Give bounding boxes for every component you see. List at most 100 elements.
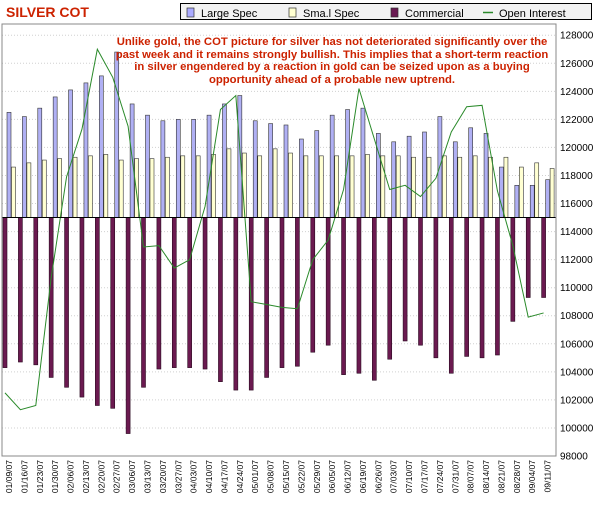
bar-large-spec <box>252 120 258 218</box>
bar-large-spec <box>514 184 520 218</box>
bar-commercial <box>433 217 439 359</box>
x-tick-label: 08/21/07 <box>496 460 506 493</box>
bar-small-spec <box>380 155 386 218</box>
legend-label: Large Spec <box>201 8 258 20</box>
y-tick-label: 106000 <box>560 339 594 350</box>
bar-large-spec <box>160 120 166 218</box>
x-axis-labels: 01/09/07 01/16/07 01/23/07 01/30/07 02/06/07… <box>4 460 553 493</box>
x-tick-label: 02/20/07 <box>96 460 106 493</box>
bar-commercial <box>464 217 469 357</box>
bar-commercial <box>110 217 116 409</box>
bar-large-spec <box>299 138 304 218</box>
x-tick-label: 09/04/07 <box>527 460 537 493</box>
x-tick-label: 08/14/07 <box>481 460 491 493</box>
bar-small-spec <box>195 155 201 218</box>
x-tick-label: 02/06/07 <box>66 460 76 493</box>
bar-commercial <box>372 217 377 381</box>
bar-commercial <box>387 217 393 360</box>
y-axis-labels: 98000 100000 102000 104000 106000 108000 11000… <box>560 31 594 463</box>
y-tick-label: 122000 <box>560 115 594 126</box>
y-tick-label: 120000 <box>560 143 594 154</box>
bar-small-spec <box>41 159 47 218</box>
bar-commercial <box>233 217 239 391</box>
bar-commercial <box>156 217 162 370</box>
y-tick-label: 128000 <box>560 31 594 42</box>
y-tick-label: 112000 <box>560 255 593 266</box>
y-tick-label: 118000 <box>560 171 593 182</box>
bar-small-spec <box>349 155 355 218</box>
bar-small-spec <box>457 156 463 218</box>
bars-layer <box>2 51 555 434</box>
bar-commercial <box>171 217 177 368</box>
bar-large-spec <box>222 103 227 218</box>
bar-small-spec <box>149 158 155 218</box>
bar-small-spec <box>549 168 555 218</box>
bar-large-spec <box>360 107 366 218</box>
bar-large-spec <box>529 184 535 218</box>
bar-commercial <box>418 217 423 346</box>
bar-small-spec <box>365 154 370 218</box>
x-tick-label: 03/06/07 <box>127 460 137 493</box>
bar-small-spec <box>472 155 478 218</box>
x-tick-label: 02/13/07 <box>81 460 91 493</box>
bar-small-spec <box>11 166 16 218</box>
y-tick-label: 114000 <box>560 227 593 238</box>
x-tick-label: 05/29/07 <box>312 460 322 493</box>
x-tick-label: 07/10/07 <box>404 460 414 493</box>
x-tick-label: 03/27/07 <box>173 460 183 493</box>
y-tick-label: 104000 <box>560 367 594 378</box>
x-tick-label: 01/09/07 <box>4 460 14 493</box>
x-tick-label: 06/19/07 <box>358 460 368 493</box>
y-tick-label: 108000 <box>560 311 594 322</box>
legend-item: Sma.l Spec <box>288 7 360 20</box>
x-tick-label: 09/11/07 <box>543 460 553 493</box>
bar-large-spec <box>206 114 212 218</box>
x-tick-label: 07/31/07 <box>450 460 460 493</box>
bar-small-spec <box>226 148 232 218</box>
x-tick-label: 06/05/07 <box>327 460 337 493</box>
bar-commercial <box>356 217 362 374</box>
legend-item: Open Interest <box>483 8 566 20</box>
bar-commercial <box>18 217 23 363</box>
bar-commercial <box>48 217 54 378</box>
bar-commercial <box>510 217 516 322</box>
bar-large-spec <box>406 135 412 218</box>
bar-small-spec <box>165 156 170 218</box>
legend-swatch <box>288 7 297 18</box>
bar-small-spec <box>488 156 493 218</box>
bar-small-spec <box>411 156 416 218</box>
x-tick-label: 06/12/07 <box>343 460 353 493</box>
bar-large-spec <box>329 114 335 218</box>
chart-annotation: Unlike gold, the COT picture for silver … <box>115 36 549 86</box>
bar-small-spec <box>88 155 93 218</box>
chart-legend: Large Spec Sma.l Spec Commercial Open Inter… <box>180 3 592 20</box>
bar-small-spec <box>288 152 293 218</box>
bar-large-spec <box>314 130 320 218</box>
bar-small-spec <box>180 155 186 218</box>
legend-label: Sma.l Spec <box>303 8 360 20</box>
bar-commercial <box>402 217 408 342</box>
legend-label: Open Interest <box>499 8 566 20</box>
y-tick-label: 110000 <box>560 283 593 294</box>
x-tick-label: 04/17/07 <box>219 460 229 493</box>
bar-small-spec <box>72 156 78 218</box>
x-tick-label: 07/03/07 <box>389 460 399 493</box>
plot-border <box>1 23 557 457</box>
bar-small-spec <box>257 155 263 218</box>
bar-commercial <box>264 217 269 378</box>
bar-large-spec <box>452 141 458 218</box>
bar-commercial <box>141 217 146 388</box>
open-interest-line <box>4 47 544 411</box>
bar-small-spec <box>519 166 524 218</box>
bar-small-spec <box>103 154 109 218</box>
bar-small-spec <box>272 148 278 218</box>
bar-large-spec <box>145 114 150 218</box>
bar-commercial <box>33 217 39 366</box>
bar-commercial <box>202 217 208 370</box>
y-tick-label: 124000 <box>560 87 594 98</box>
bar-large-spec <box>283 124 289 218</box>
bar-small-spec <box>118 159 124 218</box>
bar-large-spec <box>483 133 489 218</box>
bar-large-spec <box>22 116 27 218</box>
